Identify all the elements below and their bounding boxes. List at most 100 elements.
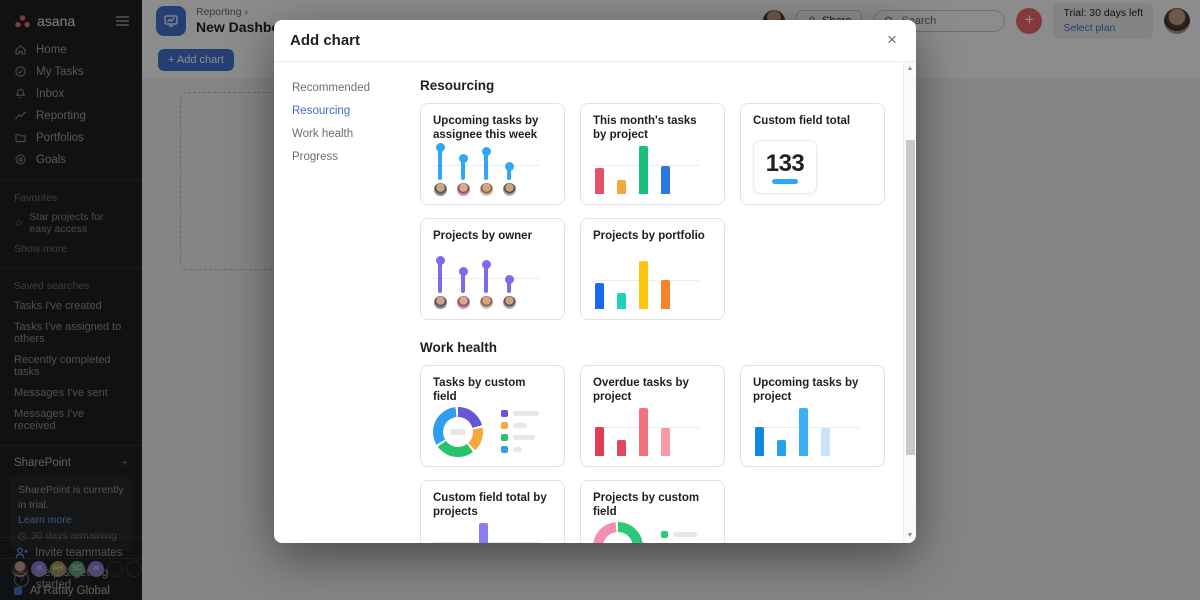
lollipop	[479, 260, 493, 309]
saved-search-tasks-i-ve-assigned-to-others[interactable]: Tasks I've assigned to others	[14, 320, 122, 345]
saved-search-tasks-i-ve-created[interactable]: Tasks I've created	[14, 299, 102, 312]
chart-card-overdue-tasks-by-project[interactable]: Overdue tasks by project	[580, 365, 725, 467]
chart-card-projects-by-owner[interactable]: Projects by owner	[420, 218, 565, 320]
close-icon[interactable]: ×	[887, 30, 897, 49]
bar	[617, 180, 626, 194]
chart-card-upcoming-tasks-by-project[interactable]: Upcoming tasks by project	[740, 365, 885, 467]
home-icon	[14, 43, 28, 57]
avatar	[502, 296, 516, 309]
bar	[661, 166, 670, 194]
sidebar-item-home[interactable]: Home	[0, 39, 142, 61]
modal-title: Add chart	[290, 32, 361, 49]
card-title: Upcoming tasks by assignee this week	[433, 115, 539, 142]
section-heading-resourcing: Resourcing	[420, 78, 495, 93]
lollipop	[502, 161, 516, 196]
card-title: Custom field total by projects	[433, 492, 547, 519]
card-chart	[433, 405, 552, 459]
lollipop-stem	[507, 282, 511, 293]
clock-icon	[18, 532, 27, 541]
modal-nav-recommended[interactable]: Recommended	[292, 81, 370, 94]
avatar[interactable]	[126, 560, 142, 577]
show-more-link[interactable]: Show more	[14, 243, 68, 255]
team-list: Al Rafay GlobalAl Rafay Data	[0, 581, 142, 600]
add-chart-button[interactable]: + Add chart	[158, 49, 234, 71]
asana-logo: asana	[14, 13, 75, 29]
card-chart	[593, 259, 712, 309]
avatar[interactable]: at	[88, 560, 104, 577]
modal-nav-progress[interactable]: Progress	[292, 150, 339, 163]
lollipop-dot	[504, 161, 514, 171]
legend-item	[501, 446, 539, 454]
divider	[0, 180, 142, 181]
learn-more-link[interactable]: Learn more	[18, 514, 72, 527]
lollipop-dot	[481, 260, 491, 269]
chart-card-custom-field-total-by-projects[interactable]: Custom field total by projects	[420, 480, 565, 543]
lollipop-stem	[461, 160, 465, 180]
sidebar-item-label: Inbox	[36, 88, 65, 100]
chart-card-tasks-by-custom-field[interactable]: Tasks by custom field	[420, 365, 565, 467]
chart-card-projects-by-custom-field[interactable]: Projects by custom field	[580, 480, 725, 543]
avatar	[479, 296, 493, 309]
card-grid: Tasks by custom field Overdue tasks by pr…	[420, 365, 888, 543]
chart-card-this-month-s-tasks-by-project[interactable]: This month's tasks by project	[580, 103, 725, 205]
favorites-label: Favorites	[14, 192, 58, 204]
profile-avatar[interactable]	[1164, 8, 1190, 34]
lollipop	[433, 256, 447, 309]
lollipop-dot	[481, 146, 491, 156]
favorites-hint[interactable]: ☆ Star projects for easy access	[14, 211, 104, 235]
add-project-icon[interactable]: +	[121, 457, 128, 469]
breadcrumb[interactable]: Reporting ›	[196, 6, 248, 18]
help-button[interactable]: ? Help & getting started	[0, 558, 142, 600]
legend-item	[501, 422, 539, 430]
saved-search-recently-completed-tasks[interactable]: Recently completed tasks	[14, 353, 111, 378]
scroll-down-icon[interactable]: ▼	[906, 532, 914, 539]
donut-center-label	[450, 428, 466, 435]
bar	[661, 280, 670, 309]
sidebar-item-my-tasks[interactable]: My Tasks	[0, 61, 142, 83]
select-plan-link[interactable]: Select plan	[1063, 22, 1116, 34]
bar	[661, 428, 670, 456]
card-chart: 133	[753, 134, 872, 194]
sidebar-collapse-icon[interactable]	[115, 15, 130, 27]
card-title: Projects by owner	[433, 230, 533, 242]
card-title: Overdue tasks by project	[593, 377, 689, 404]
sidebar-item-goals[interactable]: Goals	[0, 149, 142, 171]
sidebar-item-portfolios[interactable]: Portfolios	[0, 127, 142, 149]
avatar	[479, 182, 493, 196]
saved-search-messages-i-ve-received[interactable]: Messages I've received	[14, 407, 84, 432]
chart-card-custom-field-total[interactable]: Custom field total 133	[740, 103, 885, 205]
bar	[639, 408, 648, 456]
card-title: Projects by portfolio	[593, 230, 705, 242]
donut-chart	[433, 405, 552, 459]
sidebar-item-inbox[interactable]: Inbox	[0, 83, 142, 105]
modal-nav-resourcing[interactable]: Resourcing	[292, 104, 351, 117]
bar	[595, 427, 604, 456]
invite-teammates-button[interactable]: Invite teammates	[0, 537, 142, 568]
avatar[interactable]	[107, 560, 123, 577]
check-circle-icon	[14, 65, 28, 79]
star-icon: ☆	[14, 217, 24, 229]
lollipop-stem	[438, 149, 442, 180]
scrollbar-thumb[interactable]	[906, 140, 915, 455]
legend-label-placeholder	[513, 411, 539, 417]
lollipop	[502, 275, 516, 309]
avatar[interactable]: AH	[50, 560, 66, 577]
bar	[755, 427, 764, 456]
scrollbar[interactable]: ▲ ▼	[903, 62, 916, 543]
saved-search-messages-i-ve-sent[interactable]: Messages I've sent	[14, 386, 108, 399]
chart-card-projects-by-portfolio[interactable]: Projects by portfolio	[580, 218, 725, 320]
create-button[interactable]: +	[1016, 8, 1043, 34]
bar	[479, 523, 488, 543]
avatar[interactable]: at	[31, 560, 47, 577]
bar	[777, 440, 786, 456]
avatar[interactable]: SC	[69, 560, 85, 577]
legend-swatch	[501, 446, 508, 454]
chart-card-upcoming-tasks-by-assignee-this-week[interactable]: Upcoming tasks by assignee this week	[420, 103, 565, 205]
target-icon	[14, 153, 28, 167]
bar-chart	[593, 406, 712, 456]
team-item-al-rafay-global[interactable]: Al Rafay Global	[0, 581, 142, 600]
scroll-up-icon[interactable]: ▲	[906, 65, 914, 72]
modal-nav-work-health[interactable]: Work health	[292, 127, 354, 140]
sidebar-item-reporting[interactable]: Reporting	[0, 105, 142, 127]
sidebar: asana Home My Tasks Inbox Reporting Portfoli…	[0, 0, 142, 600]
